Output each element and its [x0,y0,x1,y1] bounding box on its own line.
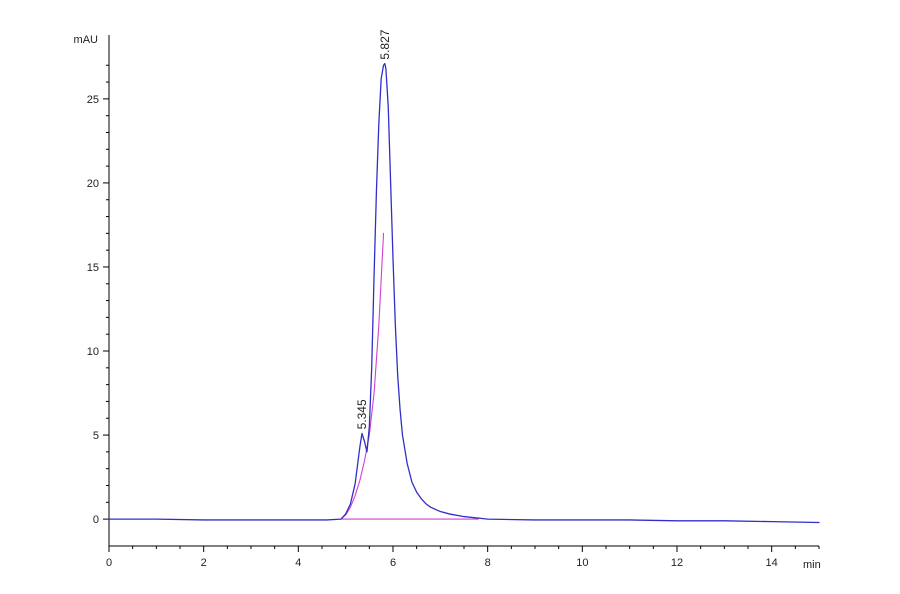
baseline-trace [340,232,385,520]
x-tick-label: 8 [485,557,491,569]
tick-labels: 0 2 4 6 8 10 12 14 0 5 10 15 20 25 [87,94,778,569]
x-tick-label: 4 [295,557,301,569]
series-layer [108,62,820,524]
y-tick-label: 0 [93,514,99,526]
peak-label: 5.345 [355,399,369,429]
y-tick-label: 10 [87,346,99,358]
y-tick-label: 25 [87,94,99,106]
x-tick-label: 10 [576,557,588,569]
peak-annotations: 5.345 5.827 [355,29,392,429]
x-tick-label: 12 [671,557,683,569]
x-tick-label: 0 [106,557,112,569]
peak-label: 5.827 [378,29,392,59]
axes [108,35,819,547]
x-tick-label: 2 [201,557,207,569]
tick-marks [103,64,820,552]
y-tick-label: 5 [93,430,99,442]
y-unit-label: mAU [74,34,99,46]
y-tick-label: 20 [87,178,99,190]
x-tick-label: 6 [390,557,396,569]
x-unit-label: min [803,559,821,571]
y-tick-label: 15 [87,262,99,274]
x-tick-label: 14 [766,557,778,569]
signal-trace [108,62,820,524]
